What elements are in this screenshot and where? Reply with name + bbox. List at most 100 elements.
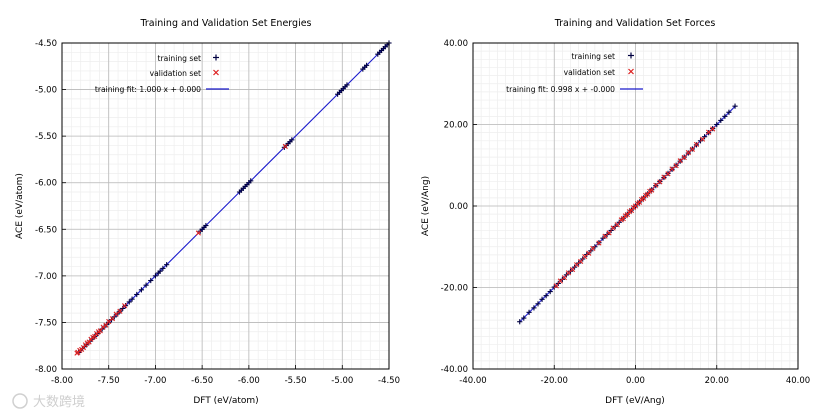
energies-training-point [143, 282, 149, 288]
forces-training-point [608, 227, 614, 234]
cross-b [122, 303, 128, 309]
forces-y-tick-label: -40.00 [441, 365, 468, 375]
forces-validation-point [565, 270, 572, 276]
energies-legend: training set validation set training fit… [95, 54, 229, 94]
energies-training-point [152, 273, 159, 279]
cross-b [606, 230, 612, 236]
cross-b [710, 126, 716, 132]
cross-b [80, 344, 87, 351]
cross-b [590, 245, 596, 251]
forces-legend-training: training set [572, 52, 615, 61]
energies-training-point [344, 82, 350, 88]
energies-training-point [122, 303, 129, 309]
cross-b [689, 146, 695, 152]
watermark-logo-icon [12, 393, 28, 409]
forces-training-point [588, 248, 594, 254]
energies-training-point [106, 319, 112, 326]
forces-training-point [726, 109, 732, 115]
energies-training-point [89, 336, 95, 342]
energies-validation-point [113, 311, 119, 317]
forces-validation-point [574, 262, 580, 268]
cross-b [565, 270, 572, 276]
cross-b [195, 230, 201, 236]
forces-x-tick-label: 40.00 [786, 376, 810, 386]
forces-validation-point [673, 163, 679, 169]
forces-training-point [531, 305, 537, 311]
cross-b [92, 333, 98, 339]
forces-training-point [526, 309, 532, 315]
energies-legend-fit: training fit: 1.000 x + 0.000 [95, 85, 201, 94]
cross-b [685, 150, 691, 156]
forces-validation-point [569, 266, 576, 273]
cross-b [641, 195, 647, 201]
forces-validation-point [699, 136, 706, 142]
forces-ylabel: ACE (eV/Ang) [421, 176, 431, 236]
forces-validation-point [620, 216, 626, 222]
forces-y-tick-label: 40.00 [444, 39, 468, 49]
energies-training-point [134, 291, 140, 298]
energies-training-point [157, 268, 163, 274]
forces-validation-point [596, 240, 602, 246]
forces-training-point [517, 319, 523, 325]
forces-validation-point [649, 187, 655, 193]
forces-x-tick-label: 20.00 [705, 376, 729, 386]
forces-validation-point [657, 179, 663, 185]
cross-b [109, 316, 116, 322]
cross-b [586, 250, 592, 256]
cross-b [553, 283, 559, 289]
forces-validation-point [610, 225, 616, 231]
forces-training-point [616, 219, 622, 225]
cross-b [602, 233, 608, 239]
energies-validation-point [86, 339, 92, 345]
energies-training-point [289, 137, 295, 143]
energies-y-tick-label: -4.50 [35, 39, 57, 49]
cross-b [661, 174, 667, 180]
forces-legend-validation: validation set [564, 68, 615, 77]
energies-legend-validation-marker [213, 69, 219, 76]
forces-legend-fit: training fit: 0.998 x + -0.000 [506, 85, 615, 94]
forces-training-point [580, 256, 586, 262]
cross-b [677, 158, 683, 164]
energies-x-tick-label: -5.50 [285, 376, 307, 386]
energies-validation-point [92, 333, 98, 339]
forces-y-tick-label: -20.00 [441, 284, 468, 294]
forces-validation-point [645, 191, 651, 197]
energies-x-tick-label: -4.50 [378, 376, 400, 386]
energies-validation-point [195, 230, 201, 236]
forces-validation-point [665, 171, 671, 177]
forces-validation-point [653, 182, 659, 188]
forces-legend: training set validation set training fit… [506, 52, 643, 94]
forces-validation-point [582, 253, 588, 260]
forces-validation-point [561, 275, 567, 281]
cross-b [614, 222, 620, 228]
energies-training-point [114, 311, 120, 317]
energies-training-point [148, 277, 154, 284]
energies-training-point [164, 262, 170, 268]
forces-validation-point [578, 258, 584, 265]
cross-b [97, 328, 103, 334]
forces-validation-point [681, 154, 687, 161]
forces-x-tick-label: -20.00 [541, 376, 568, 386]
cross-b [620, 216, 626, 222]
forces-validation-point [614, 222, 620, 228]
forces-validation-point [661, 174, 667, 180]
energies-marks [74, 40, 392, 356]
forces-axes-frame [472, 42, 799, 370]
energies-legend-training-marker [213, 54, 219, 61]
energies-training-point [203, 222, 209, 229]
energies-x-tick-label: -7.50 [98, 376, 120, 386]
cross-b [628, 207, 635, 214]
forces-grid [472, 42, 799, 370]
cross-b [657, 179, 663, 185]
energies-y-tick-label: -7.50 [35, 318, 57, 328]
cross-b [596, 240, 602, 246]
energies-training-point [120, 305, 126, 312]
energies-validation-point [117, 308, 123, 314]
cross-b [106, 318, 112, 325]
forces-y-tick-label: 0.00 [449, 202, 468, 212]
forces-y-tick-label: 20.00 [444, 121, 468, 131]
forces-legend-training-marker [628, 52, 634, 59]
forces-validation-point [689, 146, 695, 152]
forces-training-point [571, 264, 578, 270]
